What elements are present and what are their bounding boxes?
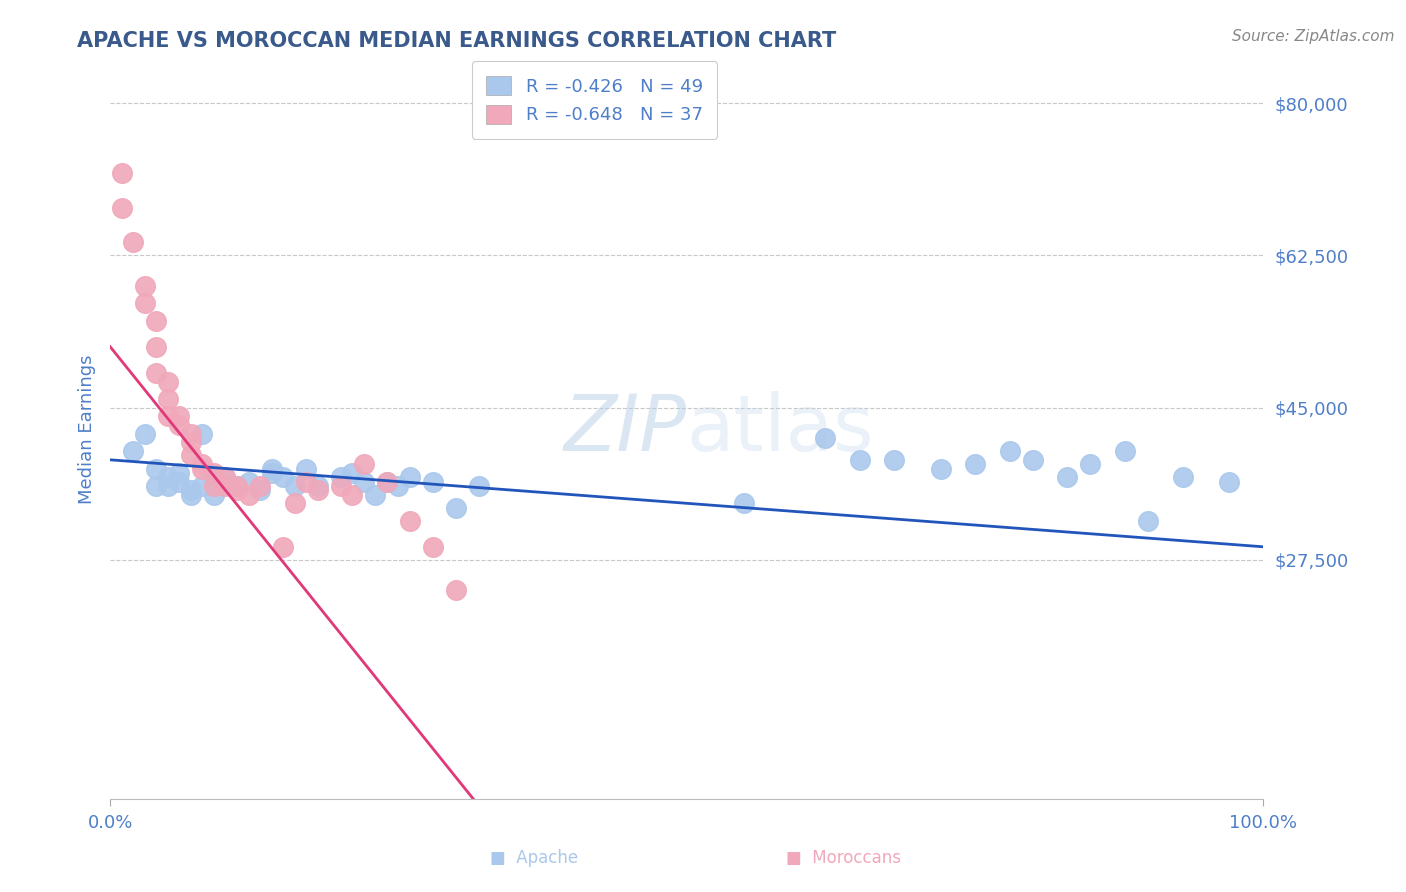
Point (1080, 457, 1102, 471)
Point (122, 444, 145, 458)
Point (180, 426, 202, 441)
Point (226, 483, 249, 498)
Point (134, 278, 156, 293)
Point (202, 487, 225, 501)
Point (1218, 475, 1240, 489)
Point (180, 435, 202, 450)
Point (295, 461, 318, 475)
Point (226, 479, 249, 493)
Point (329, 479, 352, 493)
Point (249, 483, 271, 498)
Point (422, 475, 444, 489)
Point (353, 475, 375, 489)
Point (295, 475, 318, 489)
Point (271, 470, 294, 484)
Point (202, 479, 225, 493)
Point (238, 475, 260, 489)
Point (191, 479, 214, 493)
Point (145, 313, 167, 327)
Point (214, 470, 236, 484)
Point (180, 487, 202, 501)
Point (214, 475, 236, 489)
Point (883, 452, 905, 467)
Point (1022, 452, 1045, 467)
Point (134, 426, 156, 441)
Point (191, 426, 214, 441)
Text: ZIP: ZIP (564, 392, 686, 467)
Point (145, 461, 167, 475)
Point (202, 470, 225, 484)
Point (998, 444, 1021, 458)
Point (271, 540, 294, 554)
Point (156, 470, 179, 484)
Point (1137, 514, 1160, 528)
Point (145, 366, 167, 380)
Point (733, 496, 755, 510)
Point (156, 479, 179, 493)
Point (156, 409, 179, 424)
Point (169, 417, 191, 432)
Point (387, 479, 409, 493)
Point (134, 296, 156, 310)
Point (364, 487, 387, 501)
Point (1171, 470, 1194, 484)
Point (342, 487, 364, 501)
Point (375, 475, 398, 489)
Point (111, 166, 134, 180)
Point (375, 475, 398, 489)
Point (1114, 444, 1136, 458)
Point (156, 375, 179, 389)
Text: Source: ZipAtlas.com: Source: ZipAtlas.com (1232, 29, 1395, 44)
Point (180, 449, 202, 463)
Point (249, 479, 271, 493)
Point (226, 479, 249, 493)
Point (468, 479, 491, 493)
Point (284, 479, 307, 493)
Point (180, 483, 202, 498)
Point (214, 470, 236, 484)
Point (260, 466, 283, 480)
Point (238, 487, 260, 501)
Point (353, 457, 375, 471)
Point (929, 461, 952, 475)
Point (156, 392, 179, 406)
Point (169, 475, 191, 489)
Text: ■  Apache: ■ Apache (491, 849, 578, 867)
Point (329, 470, 352, 484)
Point (422, 540, 444, 554)
Point (814, 431, 837, 445)
Point (214, 479, 236, 493)
Text: APACHE VS MOROCCAN MEDIAN EARNINGS CORRELATION CHART: APACHE VS MOROCCAN MEDIAN EARNINGS CORRE… (77, 31, 837, 51)
Point (169, 409, 191, 424)
Y-axis label: Median Earnings: Median Earnings (79, 355, 96, 504)
Point (849, 452, 872, 467)
Point (444, 583, 467, 598)
Point (202, 466, 225, 480)
Legend: R = -0.426   N = 49, R = -0.648   N = 37: R = -0.426 N = 49, R = -0.648 N = 37 (471, 62, 717, 139)
Point (1056, 470, 1078, 484)
Text: atlas: atlas (686, 392, 875, 467)
Point (260, 461, 283, 475)
Point (965, 457, 987, 471)
Text: ■  Moroccans: ■ Moroccans (786, 849, 901, 867)
Point (284, 496, 307, 510)
Point (169, 466, 191, 480)
Point (307, 479, 329, 493)
Point (444, 500, 467, 515)
Point (399, 514, 422, 528)
Point (111, 201, 134, 215)
Point (342, 466, 364, 480)
Point (122, 235, 145, 250)
Point (145, 479, 167, 493)
Point (191, 457, 214, 471)
Point (145, 340, 167, 354)
Point (399, 470, 422, 484)
Point (307, 483, 329, 498)
Point (191, 461, 214, 475)
